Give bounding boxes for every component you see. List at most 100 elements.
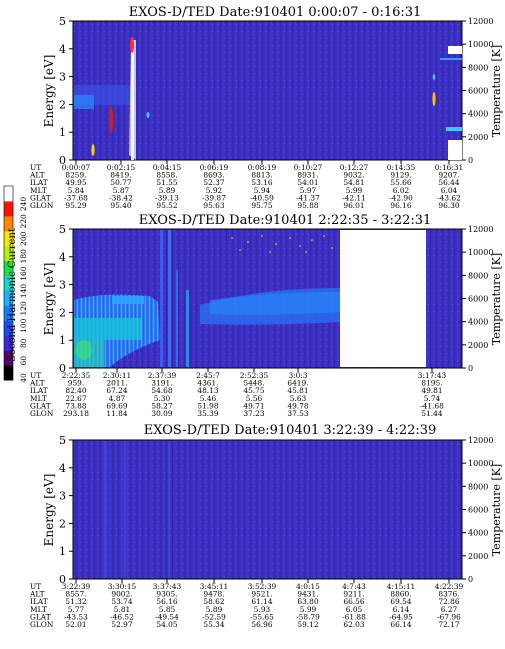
orbit-row-label: UT (30, 582, 41, 591)
orbit-cell: 5.46 (200, 394, 217, 403)
orbit-cell: 3:17:43 (418, 371, 447, 380)
colorbar-segment (4, 186, 13, 202)
panel-2-ylabel: Energy [eV] (42, 263, 56, 336)
orbit-cell: 53.74 (111, 597, 132, 606)
colorbar-segment (4, 290, 13, 306)
orbit-cell: 54.05 (156, 620, 177, 629)
orbit-cell: 51.44 (421, 409, 442, 418)
orbit-cell: 3:52:39 (248, 582, 277, 591)
orbit-cell: 4:0:15 (296, 582, 320, 591)
orbit-row-label: GLON (30, 409, 54, 418)
orbit-row-label: UT (30, 163, 41, 172)
orbit-cell: 3:22:39 (62, 582, 91, 591)
orbit-cell: 69.54 (390, 597, 411, 606)
orbit-cell: 5.84 (68, 186, 85, 195)
orbit-cell: -58.79 (296, 612, 320, 621)
y2-tick-label: 10000 (468, 248, 493, 257)
orbit-cell: 45.75 (243, 386, 264, 395)
orbit-cell: 59.12 (297, 620, 318, 629)
orbit-cell: 0:12:27 (340, 163, 369, 172)
colorbar-tick-label: 120 (19, 301, 28, 316)
orbit-cell: 11.84 (106, 409, 127, 418)
orbit-cell: 5.94 (254, 186, 271, 195)
orbit-cell: 6.04 (441, 186, 458, 195)
orbit-cell: 8931. (297, 171, 318, 180)
orbit-cell: 51.32 (65, 597, 86, 606)
orbit-cell: 35.39 (197, 409, 218, 418)
orbit-cell: 9431. (297, 590, 318, 599)
colorbar-segment (4, 260, 13, 277)
panel-1-orbit-table: UTALTILATMLTGLATGLON0:00:078259.49.955.8… (29, 160, 463, 210)
colorbar-tick-label: 140 (19, 284, 28, 299)
orbit-cell: 52.97 (111, 620, 132, 629)
panel-1-y2label: Temperature [K] (490, 45, 503, 137)
y2-tick-label: 4000 (468, 110, 488, 119)
orbit-cell: 5.87 (113, 186, 130, 195)
y-tick-label: 4 (59, 462, 66, 475)
orbit-cell: 37.53 (287, 409, 308, 418)
orbit-cell: 61.14 (251, 597, 272, 606)
orbit-cell: 0:14:35 (387, 163, 416, 172)
orbit-cell: 6.14 (393, 605, 410, 614)
orbit-cell: -41.37 (296, 193, 320, 202)
orbit-cell: 293.18 (63, 409, 89, 418)
y2-tick-label: 8000 (468, 63, 488, 72)
orbit-cell: 5.56 (246, 394, 263, 403)
orbit-cell: 2:52:35 (240, 371, 269, 380)
colorbar-tick-label: 200 (19, 231, 28, 246)
orbit-row-label: MLT (30, 186, 47, 195)
orbit-row-label: ALT (29, 379, 45, 388)
y2-tick-label: 6000 (468, 506, 488, 515)
panel-3-title: EXOS-D/TED Date:910401 3:22:39 - 4:22:39 (144, 423, 437, 438)
y2-tick-label: 2000 (468, 341, 488, 350)
colorbar-tick-label: 180 (19, 249, 28, 264)
orbit-cell: 0:08:19 (248, 163, 277, 172)
panel-2: EXOS-D/TED Date:910401 2:22:35 - 3:22:31… (29, 213, 503, 418)
orbit-cell: 49.71 (243, 401, 264, 410)
colorbar-segment (4, 335, 13, 351)
orbit-row-label: UT (30, 371, 41, 380)
y-tick-label: 1 (59, 545, 66, 558)
orbit-cell: 50.77 (110, 178, 131, 187)
panel-1-title: EXOS-D/TED Date:910401 0:00:07 - 0:16:31 (129, 5, 422, 20)
orbit-cell: 95.88 (297, 201, 318, 210)
panel-1-plot-area (72, 20, 463, 161)
orbit-cell: 0:04:15 (153, 163, 182, 172)
orbit-cell: 96.16 (390, 201, 411, 210)
orbit-cell: -42.11 (342, 193, 366, 202)
colorbar-label: Second Harmonic Current (7, 228, 18, 362)
orbit-cell: 67.24 (106, 386, 127, 395)
orbit-cell: -55.65 (250, 612, 274, 621)
orbit-cell: 6.02 (393, 186, 409, 195)
orbit-cell: 9129. (390, 171, 411, 180)
orbit-cell: 2:37:39 (148, 371, 177, 380)
colorbar-segment (4, 305, 13, 321)
orbit-cell: 45.81 (287, 386, 308, 395)
orbit-row-label: GLAT (30, 612, 51, 621)
colorbar-segment (4, 215, 13, 232)
orbit-row-label: GLON (30, 620, 54, 629)
orbit-cell: 51.98 (197, 401, 218, 410)
orbit-cell: 5448. (243, 379, 264, 388)
orbit-cell: 8557. (65, 590, 86, 599)
y-tick-label: 1 (59, 126, 66, 139)
colorbar-tick-label: 100 (19, 318, 28, 333)
y2-tick-label: 12000 (468, 436, 493, 445)
orbit-cell: 58.62 (203, 597, 224, 606)
y-tick-label: 2 (59, 98, 66, 111)
orbit-cell: 5.85 (159, 605, 176, 614)
y2-tick-label: 12000 (468, 17, 493, 26)
orbit-cell: -39.87 (202, 193, 226, 202)
y2-tick-label: 2000 (468, 133, 488, 142)
orbit-cell: 4.87 (109, 394, 126, 403)
orbit-cell: 69.69 (106, 401, 127, 410)
panel-3-plot-area (72, 439, 463, 580)
colorbar-tick-label: 60 (19, 356, 28, 366)
y-tick-label: 0 (59, 573, 66, 586)
colorbar-segment (4, 365, 13, 381)
orbit-cell: 3:30:15 (108, 582, 137, 591)
panel-3-y-axis: 0 1 2 3 4 5 (59, 434, 73, 586)
orbit-row-label: ILAT (30, 597, 48, 606)
